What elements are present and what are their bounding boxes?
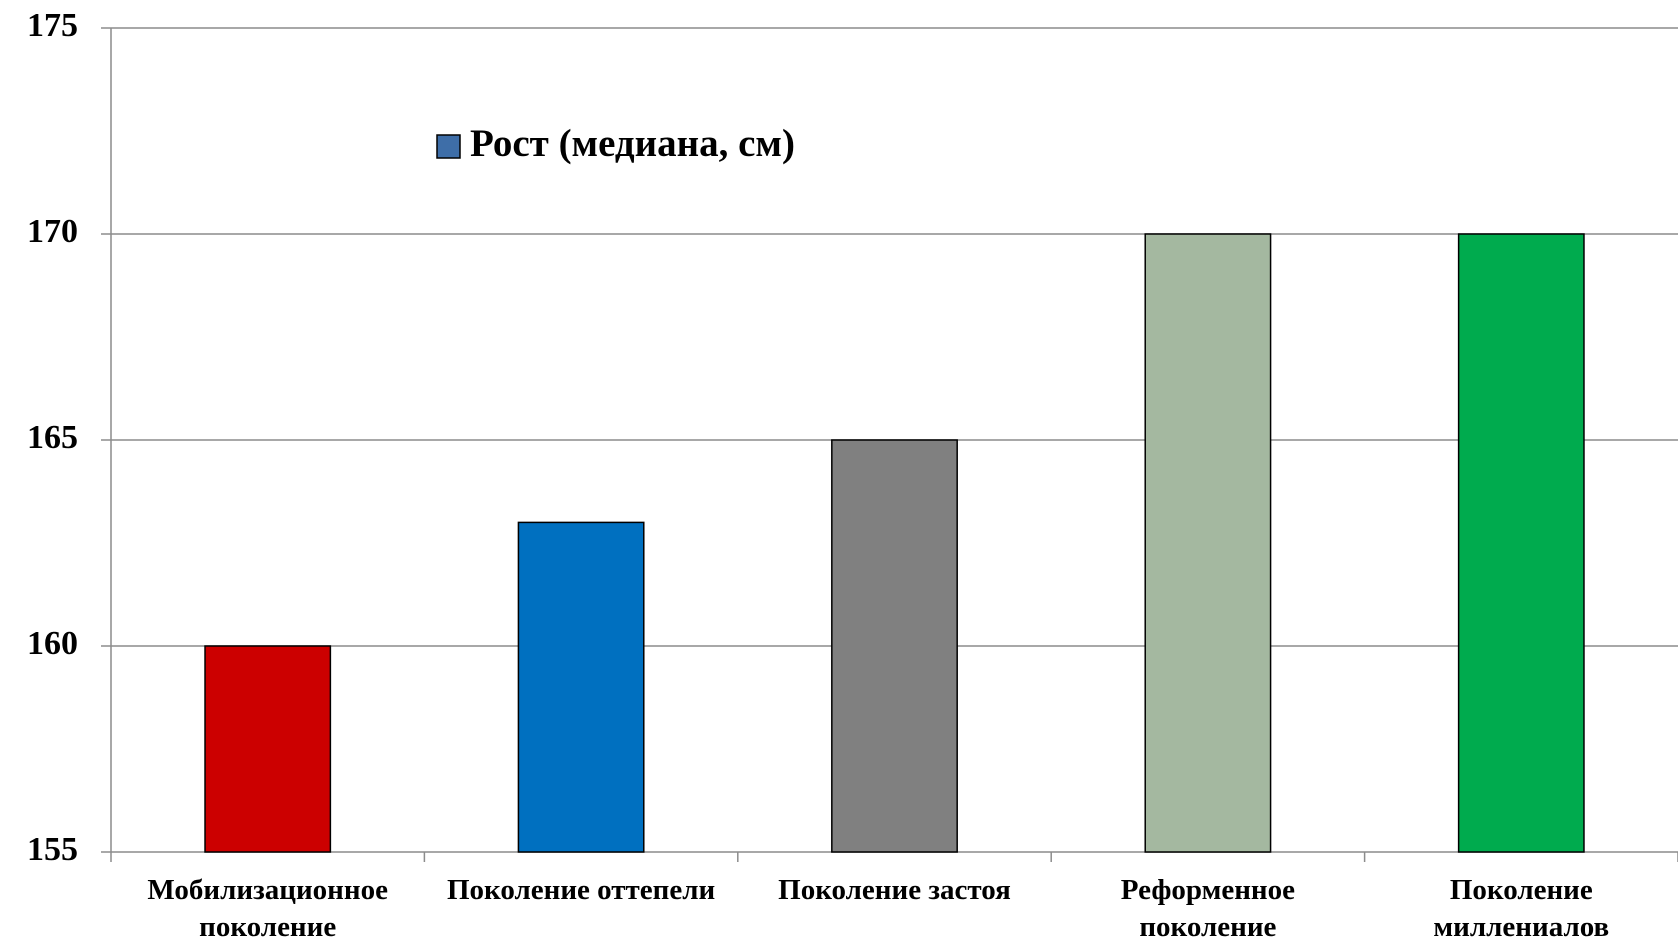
x-tick-label: Поколение застоя	[778, 874, 1011, 906]
bar	[1144, 233, 1272, 853]
bar	[1457, 233, 1585, 853]
bar	[204, 645, 332, 853]
x-tick-label: Поколение миллениалов	[1433, 874, 1610, 943]
x-tick-label: Мобилизационное поколение	[147, 874, 388, 943]
legend-label: Рост (медиана, см)	[470, 122, 795, 165]
x-tick-label: Реформенное поколение	[1120, 874, 1295, 943]
legend-swatch	[436, 134, 461, 159]
y-tick-label: 165	[27, 419, 78, 456]
y-tick-label: 175	[27, 7, 78, 44]
bar	[831, 439, 958, 853]
x-tick-label: Поколение оттепели	[446, 874, 716, 906]
y-tick-label: 160	[27, 625, 78, 662]
y-tick-label: 170	[27, 213, 78, 250]
y-tick-label: 155	[27, 831, 78, 868]
bar	[517, 521, 645, 853]
